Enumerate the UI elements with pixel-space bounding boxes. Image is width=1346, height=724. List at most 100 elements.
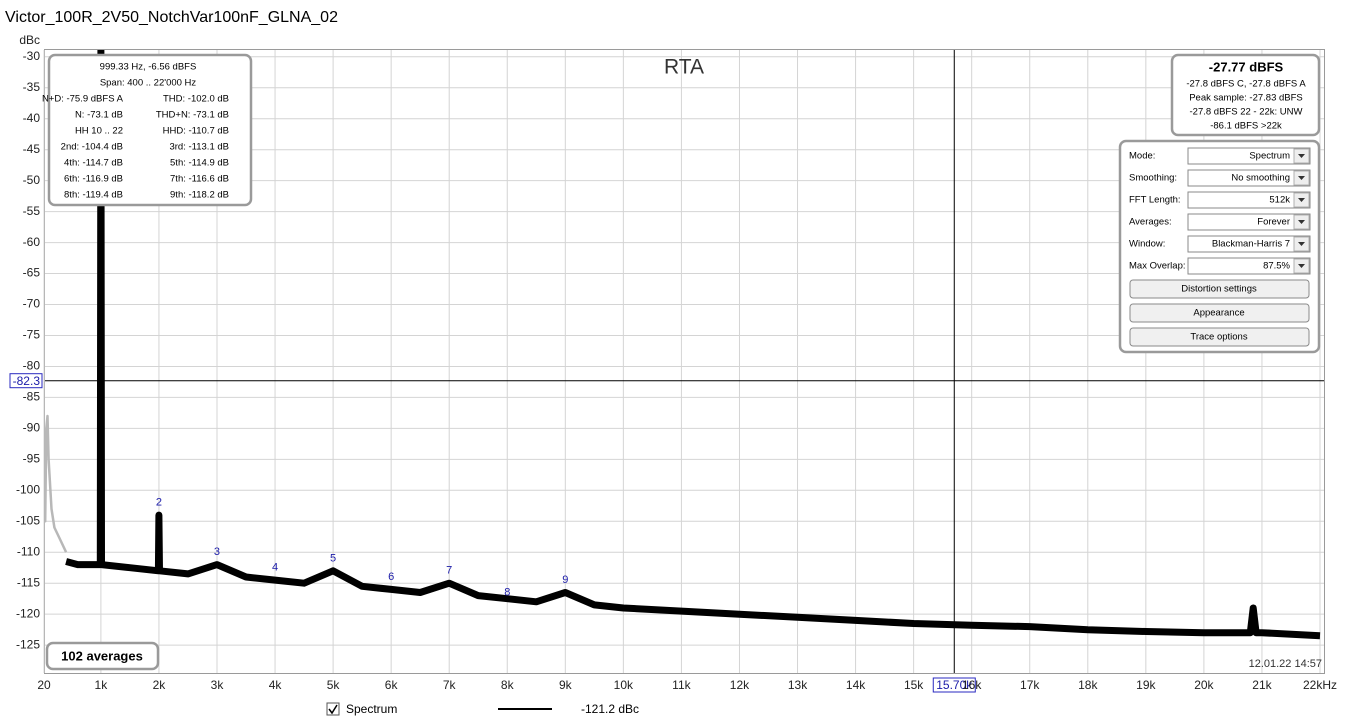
x-tick-label: 10k [614, 678, 634, 692]
cursor-x-label: 15.70k [936, 678, 973, 692]
legend-check [328, 704, 338, 715]
x-tick-label: 22kHz [1303, 678, 1337, 692]
info-box [47, 53, 253, 207]
y-tick-label: -110 [17, 544, 40, 558]
dropdown-arrow [1298, 264, 1305, 268]
button-label: Distortion settings [1181, 284, 1257, 295]
x-tick-label: 20k [1194, 678, 1214, 692]
dropdown-arrow [1298, 220, 1305, 224]
info-value: 5th: -114.9 dB [170, 158, 229, 169]
info-line: 999.33 Hz, -6.56 dBFS [100, 62, 197, 73]
plot-area [44, 49, 1325, 674]
x-tick-label: 5k [327, 678, 341, 692]
y-tick-label: -60 [23, 235, 41, 249]
info-value: HH 10 .. 22 [75, 126, 123, 137]
info-value: N: -73.1 dB [75, 110, 123, 121]
x-tick-label: 13k [788, 678, 808, 692]
dropdown-arrow [1298, 242, 1305, 246]
info-value: THD: -102.0 dB [163, 94, 229, 105]
x-tick-label: 2k [153, 678, 167, 692]
info-value: 4th: -114.7 dB [64, 158, 123, 169]
level-line: -27.8 dBFS C, -27.8 dBFS A [1186, 79, 1306, 90]
harmonic-label: 6 [388, 571, 394, 583]
dropdown-arrow [1298, 154, 1305, 158]
setting-dropdown[interactable] [1187, 191, 1311, 209]
info-value: 9th: -118.2 dB [170, 190, 229, 201]
x-tick-label: 6k [385, 678, 399, 692]
setting-value: 87.5% [1263, 261, 1290, 272]
info-value: 2nd: -104.4 dB [61, 142, 123, 153]
cursor-y-box [9, 373, 43, 389]
cursor-x-box [932, 677, 976, 693]
y-tick-label: -120 [16, 606, 40, 620]
legend-value: -121.2 dBc [581, 702, 639, 716]
setting-label: Window: [1129, 239, 1165, 250]
setting-dropdown[interactable] [1187, 235, 1311, 253]
x-tick-label: 19k [1136, 678, 1156, 692]
x-tick-label: 4k [269, 678, 283, 692]
cursor-y-label: -82.3 [13, 374, 41, 388]
setting-dropdown[interactable] [1187, 147, 1311, 165]
spectrum-trace [45, 414, 68, 553]
setting-dropdown[interactable] [1187, 169, 1311, 187]
dropdown-arrow [1298, 198, 1305, 202]
setting-label: Mode: [1129, 151, 1155, 162]
info-value: 6th: -116.9 dB [64, 174, 123, 185]
info-line: Span: 400 .. 22'000 Hz [100, 78, 197, 89]
y-tick-label: -90 [23, 421, 41, 435]
averages-box [45, 641, 160, 671]
setting-value: 512k [1269, 195, 1290, 206]
y-tick-label: -35 [23, 80, 41, 94]
y-tick-label: -75 [23, 328, 41, 342]
info-value: 7th: -116.6 dB [170, 174, 229, 185]
window-title: Victor_100R_2V50_NotchVar100nF_GLNA_02 [5, 9, 338, 26]
panel-button[interactable] [1129, 327, 1310, 347]
x-tick-label: 16k [962, 678, 982, 692]
info-value: 3rd: -113.1 dB [169, 142, 229, 153]
setting-label: FFT Length: [1129, 195, 1181, 206]
setting-dropdown[interactable] [1187, 213, 1311, 231]
y-tick-label: -85 [23, 390, 41, 404]
level-line: Peak sample: -27.83 dBFS [1189, 93, 1303, 104]
y-tick-label: -70 [23, 297, 41, 311]
setting-dropdown[interactable] [1187, 257, 1311, 275]
averages-label: 102 averages [61, 648, 143, 663]
panel-button[interactable] [1129, 279, 1310, 299]
level-line: -86.1 dBFS >22k [1210, 121, 1282, 132]
info-value: N+D: -75.9 dBFS A [42, 94, 124, 105]
harmonic-label: 2 [156, 497, 162, 509]
y-tick-label: -125 [16, 637, 40, 651]
timestamp: 12.01.22 14:57 [1249, 658, 1322, 670]
setting-label: Smoothing: [1129, 173, 1177, 184]
dropdown-arrow [1298, 176, 1305, 180]
y-tick-label: -95 [23, 452, 41, 466]
harmonic-label: 5 [330, 552, 336, 564]
y-tick-label: -80 [23, 359, 41, 373]
chart-title: RTA [664, 56, 704, 79]
y-tick-label: -55 [23, 204, 41, 218]
y-tick-label: -115 [17, 575, 40, 589]
setting-label: Max Overlap: [1129, 261, 1186, 272]
setting-label: Averages: [1129, 217, 1172, 228]
harmonic-label: 3 [214, 546, 220, 558]
setting-value: Spectrum [1249, 151, 1290, 162]
harmonic-label: 4 [272, 562, 278, 574]
x-tick-label: 15k [904, 678, 924, 692]
y-axis-label: dBc [19, 33, 40, 47]
y-tick-label: -65 [23, 266, 41, 280]
legend-checkbox[interactable] [326, 702, 340, 716]
x-tick-label: 20 [37, 678, 51, 692]
x-tick-label: 18k [1078, 678, 1098, 692]
level-title: -27.77 dBFS [1209, 59, 1284, 74]
y-tick-label: -40 [23, 111, 41, 125]
panel-button[interactable] [1129, 303, 1310, 323]
x-tick-label: 9k [559, 678, 573, 692]
y-tick-label: -50 [23, 173, 41, 187]
harmonic-label: 7 [446, 565, 452, 577]
info-value: THD+N: -73.1 dB [156, 110, 229, 121]
harmonic-label: 8 [504, 586, 510, 598]
button-label: Trace options [1190, 332, 1247, 343]
x-tick-label: 17k [1020, 678, 1040, 692]
x-tick-label: 3k [211, 678, 225, 692]
